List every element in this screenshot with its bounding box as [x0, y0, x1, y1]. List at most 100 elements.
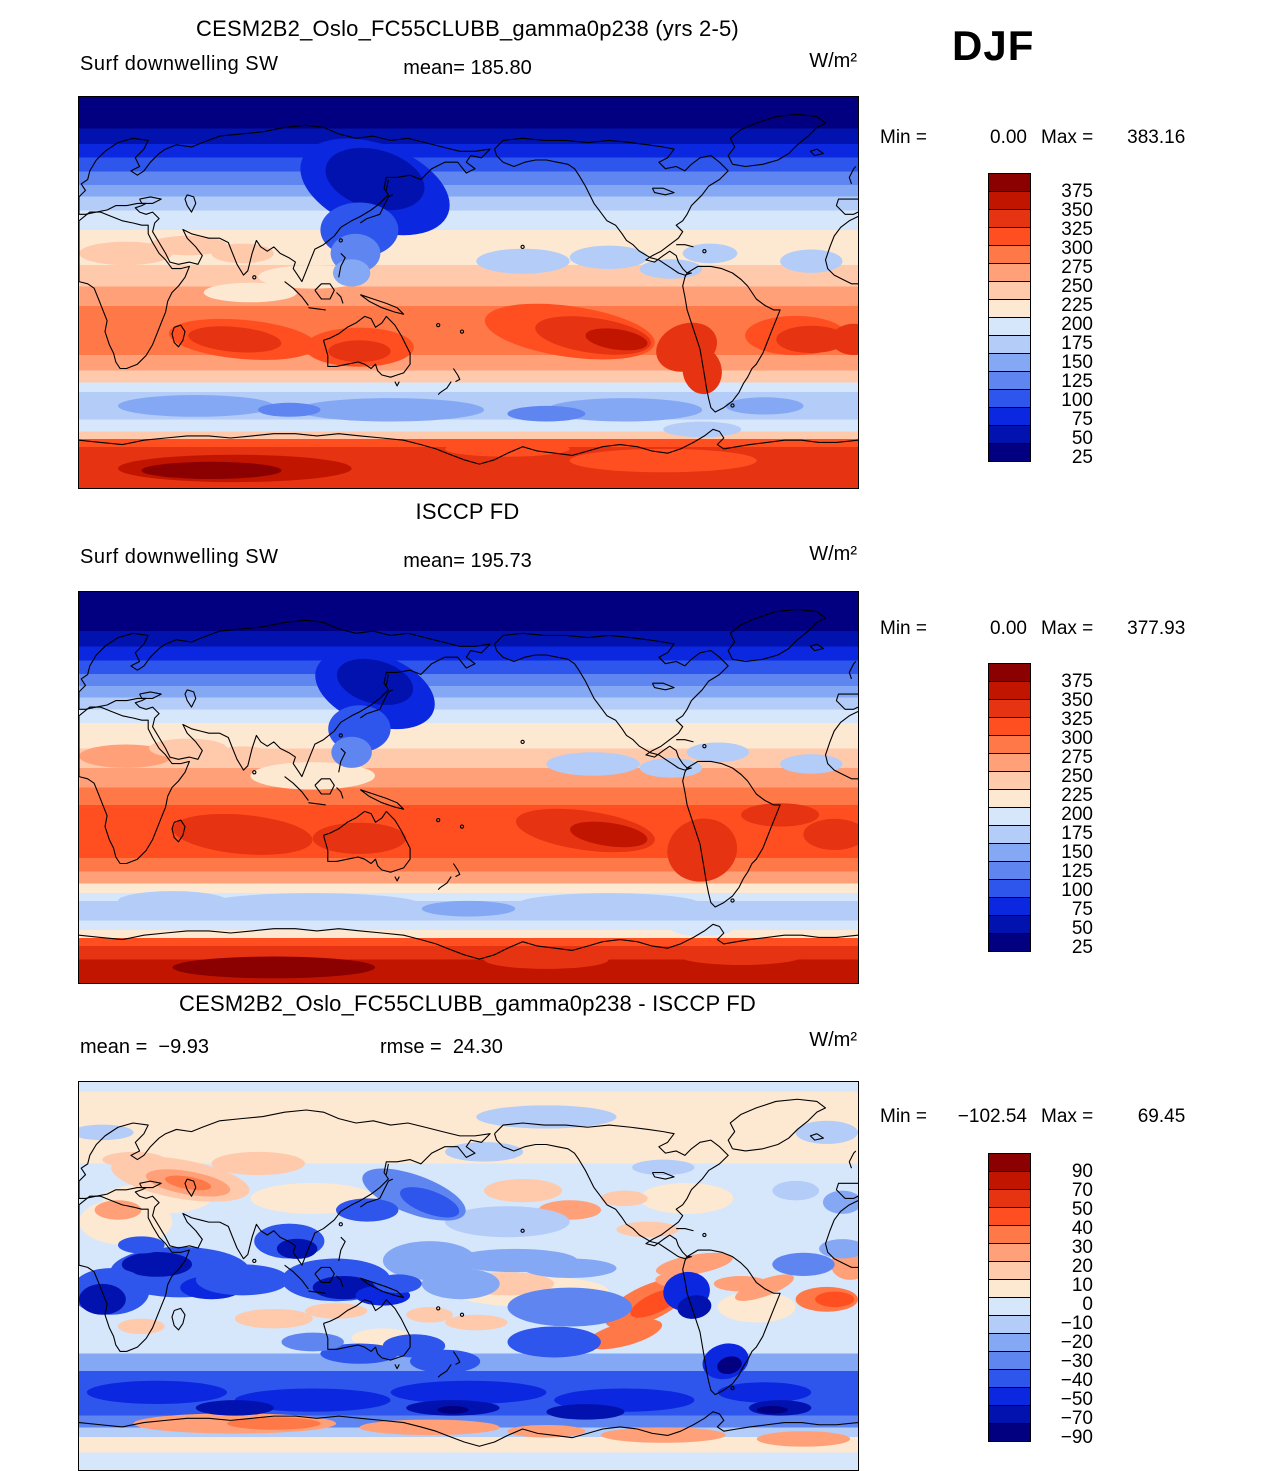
colorbar-cell [988, 353, 1031, 372]
colorbar-tick-label: 25 [1071, 937, 1093, 958]
colorbar-cell [988, 735, 1031, 754]
colorbar-tick-label: 50 [1071, 918, 1093, 939]
colorbar-cell [988, 771, 1031, 790]
panel3-units: W/m² [809, 1029, 857, 1051]
colorbar-cell [988, 317, 1031, 336]
colorbar-cell [988, 407, 1031, 426]
colorbar-cell [988, 1387, 1031, 1406]
colorbar-tick-label: 350 [1061, 690, 1093, 711]
colorbar-tick-label: 350 [1061, 200, 1093, 221]
colorbar-cell [988, 1171, 1031, 1190]
colorbar-tick-label: 30 [1071, 1237, 1093, 1258]
panel2-map [78, 591, 859, 984]
colorbar-cell [988, 753, 1031, 772]
panel3-min-label: Min = [880, 1106, 927, 1127]
colorbar-tick-label: 50 [1071, 1199, 1093, 1220]
panel1-mean-value: 185.80 [470, 57, 532, 79]
colorbar-tick-label: −20 [1060, 1332, 1093, 1353]
colorbar-cell [988, 1423, 1031, 1442]
colorbar-tick-label: 10 [1071, 1275, 1093, 1296]
colorbar-tick-label: 125 [1061, 861, 1093, 882]
panel2-units: W/m² [809, 543, 857, 565]
panel2-minmax: Min = 0.00 Max = 377.93 [880, 618, 1185, 640]
colorbar-tick-label: 40 [1071, 1218, 1093, 1239]
panel1-colorbar: 375 350 325 300 275 250 225 200 175 150 125 100 75 50… [988, 173, 1138, 479]
panel1-minmax: Min = 0.00 Max = 383.16 [880, 127, 1185, 149]
colorbar-tick-label: 200 [1061, 804, 1093, 825]
colorbar-cells [988, 663, 1031, 952]
panel2-max-label: Max = [1041, 618, 1094, 639]
colorbar-cell [988, 1297, 1031, 1316]
colorbar-tick-label: 300 [1061, 238, 1093, 259]
colorbar-tick-label: 325 [1061, 709, 1093, 730]
map-canvas-diff [79, 1082, 858, 1470]
panel3-mean: mean = −9.93 [80, 1036, 209, 1059]
colorbar-tick-label: 225 [1061, 295, 1093, 316]
panel2-mean-value: 195.73 [470, 550, 532, 572]
colorbar-cell [988, 245, 1031, 264]
panel1-mean-label: mean= [403, 57, 465, 79]
colorbar-tick-label: −30 [1060, 1351, 1093, 1372]
colorbar-tick-label: 275 [1061, 257, 1093, 278]
colorbar-tick-label: 175 [1061, 823, 1093, 844]
panel3-max-value: 69.45 [1137, 1106, 1186, 1127]
colorbar-cell [988, 807, 1031, 826]
colorbar-tick-label: 75 [1071, 899, 1093, 920]
colorbar-cell [988, 897, 1031, 916]
colorbar-cell [988, 371, 1031, 390]
colorbar-cell [988, 1279, 1031, 1298]
colorbar-tick-label: 20 [1071, 1256, 1093, 1277]
colorbar-cell [988, 789, 1031, 808]
colorbar-tick-label: 150 [1061, 352, 1093, 373]
colorbar-tick-label: 375 [1061, 181, 1093, 202]
panel2-colorbar: 375 350 325 300 275 250 225 200 175 150 125 100 75 50… [988, 663, 1138, 969]
panel3-rmse-label: rmse = [380, 1036, 442, 1058]
panel1-mean: mean= 185.80 [78, 57, 857, 80]
panel2-title: ISCCP FD [415, 499, 520, 524]
colorbar-tick-label: 0 [1082, 1294, 1093, 1315]
colorbar-tick-label: 250 [1061, 276, 1093, 297]
panel3-map [78, 1081, 859, 1471]
colorbar-tick-label: −50 [1060, 1389, 1093, 1410]
colorbar-cells [988, 1153, 1031, 1442]
colorbar-tick-label: 375 [1061, 671, 1093, 692]
colorbar-cell [988, 335, 1031, 354]
colorbar-cell [988, 1315, 1031, 1334]
colorbar-cell [988, 425, 1031, 444]
colorbar-cell [988, 1243, 1031, 1262]
colorbar-tick-label: −40 [1060, 1370, 1093, 1391]
panel1-units: W/m² [809, 50, 857, 72]
panel3-rmse-value: 24.30 [452, 1036, 503, 1058]
panel3-max-label: Max = [1041, 1106, 1094, 1127]
panel2-max-value: 377.93 [1127, 618, 1186, 639]
panel3-rmse: rmse = 24.30 [380, 1036, 503, 1059]
colorbar-tick-label: 50 [1071, 428, 1093, 449]
colorbar-cell [988, 299, 1031, 318]
colorbar-cell [988, 717, 1031, 736]
colorbar-tick-label: 150 [1061, 842, 1093, 863]
colorbar-cell [988, 1189, 1031, 1208]
colorbar-tick-label: 100 [1061, 880, 1093, 901]
colorbar-tick-label: 325 [1061, 219, 1093, 240]
colorbar-cell [988, 209, 1031, 228]
colorbar-tick-label: 70 [1071, 1180, 1093, 1201]
panel2-mean: mean= 195.73 [78, 550, 857, 573]
panel2-mean-label: mean= [403, 550, 465, 572]
panel1-map [78, 96, 859, 489]
panel1-field-label: Surf downwelling SW [80, 53, 279, 75]
colorbar-cell [988, 933, 1031, 952]
colorbar-cell [988, 843, 1031, 862]
panel3-mean-value: −9.93 [158, 1036, 209, 1058]
colorbar-tick-label: 225 [1061, 785, 1093, 806]
panel1-max-label: Max = [1041, 127, 1094, 148]
colorbar-tick-label: 100 [1061, 390, 1093, 411]
colorbar-tick-label: −90 [1060, 1427, 1093, 1448]
colorbar-cells [988, 173, 1031, 462]
colorbar-cell [988, 281, 1031, 300]
colorbar-cell [988, 699, 1031, 718]
panel1-max-value: 383.16 [1127, 127, 1186, 148]
colorbar-cell [988, 1207, 1031, 1226]
colorbar-cell [988, 1333, 1031, 1352]
colorbar-cell [988, 1351, 1031, 1370]
map-canvas-obs [79, 592, 858, 983]
